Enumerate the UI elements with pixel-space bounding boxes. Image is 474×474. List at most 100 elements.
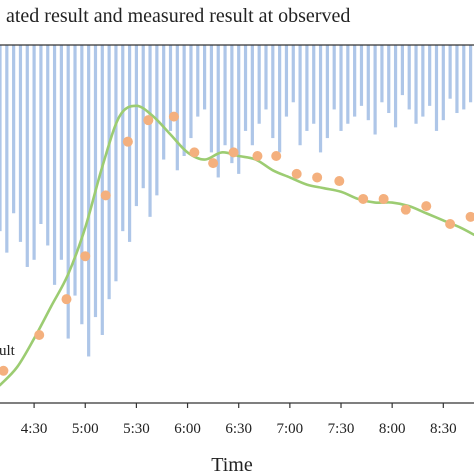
bar <box>73 45 77 296</box>
data-point <box>61 294 72 305</box>
bar <box>46 45 50 246</box>
bar <box>148 45 152 217</box>
line-group <box>0 104 474 387</box>
bar <box>462 45 466 110</box>
data-point <box>189 147 200 158</box>
bar <box>230 45 234 164</box>
data-point <box>0 365 9 376</box>
bar <box>393 45 398 128</box>
bar <box>325 45 329 139</box>
data-point <box>291 168 302 179</box>
bar <box>264 45 268 110</box>
bar <box>18 45 23 242</box>
x-tick-label: 5:00 <box>72 421 99 437</box>
bar <box>407 45 411 110</box>
bar <box>141 45 145 189</box>
data-point <box>271 150 282 161</box>
bar <box>332 45 336 110</box>
bar <box>5 45 9 253</box>
bar <box>400 45 404 96</box>
series-line <box>0 104 474 387</box>
bar <box>305 45 309 131</box>
data-point <box>122 136 133 147</box>
bar <box>189 45 193 139</box>
bar <box>434 45 439 131</box>
bar <box>203 45 207 110</box>
ticks-group: 4:30 5:00 5:30 6:00 6:30 7:00 7:30 8:00 8:30 <box>21 403 457 437</box>
bar <box>441 45 445 121</box>
bar <box>346 45 350 124</box>
points-group <box>0 111 474 376</box>
bar <box>59 45 63 260</box>
bar <box>87 45 91 357</box>
x-tick-label: 4:30 <box>21 421 48 437</box>
bar <box>318 45 323 153</box>
x-tick-label: 7:00 <box>277 421 304 437</box>
bar <box>298 45 302 146</box>
x-tick-label: 5:30 <box>123 421 150 437</box>
bar <box>25 45 29 267</box>
data-point <box>312 172 323 183</box>
bar <box>52 45 57 285</box>
data-point <box>100 190 111 201</box>
data-point <box>143 115 154 126</box>
bar <box>80 45 84 325</box>
bar <box>39 45 43 224</box>
bar <box>162 45 166 160</box>
data-point <box>378 193 389 204</box>
bar <box>387 45 391 114</box>
data-point <box>334 176 345 187</box>
bar <box>107 45 111 300</box>
bar <box>414 45 418 124</box>
x-axis-label: Time <box>211 454 253 474</box>
x-tick-label: 6:30 <box>225 421 252 437</box>
bar <box>271 45 275 139</box>
bar <box>284 45 289 117</box>
bar <box>121 45 125 232</box>
chart-title: ated result and measured result at obser… <box>6 5 350 27</box>
x-tick-label: 6:00 <box>174 421 201 437</box>
bar <box>196 45 200 117</box>
data-point <box>400 204 411 215</box>
bars-group <box>0 45 473 357</box>
bar <box>257 45 261 124</box>
bar <box>223 45 227 146</box>
bar <box>209 45 214 153</box>
bar <box>216 45 220 178</box>
bar <box>380 45 384 103</box>
bar <box>421 45 425 117</box>
bar <box>339 45 343 131</box>
x-tick-label: 8:30 <box>430 421 457 437</box>
x-tick-label: 7:30 <box>328 421 355 437</box>
data-point <box>168 111 179 122</box>
bar <box>359 45 364 106</box>
bar <box>100 45 104 335</box>
bar <box>448 45 452 99</box>
bar <box>312 45 316 124</box>
bar <box>291 45 295 103</box>
bar <box>12 45 16 214</box>
bar <box>373 45 377 135</box>
bar <box>278 45 282 153</box>
bar <box>93 45 98 318</box>
bar <box>243 45 248 131</box>
data-point <box>228 147 239 158</box>
bar <box>66 45 70 339</box>
x-tick-label: 8:00 <box>379 421 406 437</box>
data-point <box>465 211 474 222</box>
data-point <box>421 201 432 212</box>
bar <box>134 45 138 207</box>
bar <box>366 45 370 121</box>
bar <box>175 45 179 171</box>
data-point <box>34 329 45 340</box>
data-point <box>80 251 91 262</box>
bar <box>353 45 357 117</box>
bar <box>455 45 459 114</box>
bar <box>32 45 36 260</box>
data-point <box>208 158 219 169</box>
bar <box>250 45 254 146</box>
data-point <box>252 150 263 161</box>
bar <box>0 45 2 232</box>
data-point <box>358 193 369 204</box>
